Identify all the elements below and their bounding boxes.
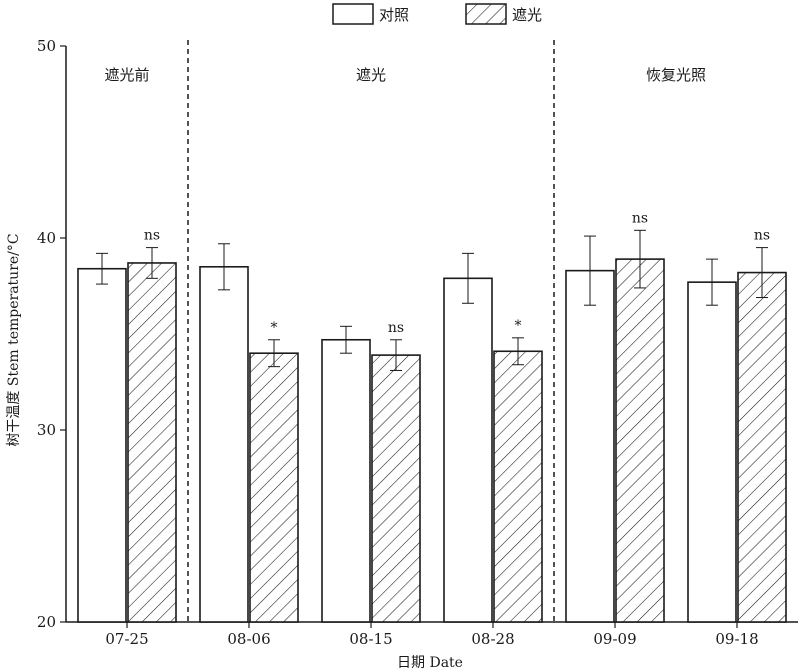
bar-control <box>565 269 615 623</box>
significance-label: ns <box>388 320 404 336</box>
period-label: 恢复光照 <box>646 66 706 84</box>
bar-control <box>321 338 371 623</box>
y-tick-label: 40 <box>37 229 56 247</box>
bar-shading <box>249 352 299 623</box>
y-axis-title: 树干温度 Stem temperature/°C <box>6 233 22 446</box>
bar-shading <box>615 258 665 623</box>
plot-area: 20 30 40 50 遮光前 遮光 恢复光照 ns 07-25 * 08-06 ns 08-15 * 08… <box>37 37 798 648</box>
period-label: 遮光 <box>356 66 386 84</box>
bar-control <box>77 267 127 623</box>
y-tick-label: 20 <box>37 613 56 631</box>
legend-label-shading: 遮光 <box>512 6 542 24</box>
bar-control <box>687 281 737 623</box>
significance-label: * <box>271 320 278 336</box>
legend-label-control: 对照 <box>379 6 409 24</box>
x-tick-label: 08-15 <box>349 630 392 648</box>
bar-control <box>443 277 493 623</box>
bar-control <box>199 265 249 623</box>
bar-shading <box>493 350 543 623</box>
significance-label: ns <box>754 228 770 244</box>
bar-shading <box>737 271 787 623</box>
bar-shading <box>371 354 421 623</box>
y-tick-label: 30 <box>37 421 56 439</box>
legend: 对照 遮光 <box>332 3 542 25</box>
significance-label: ns <box>632 210 648 226</box>
bar-shading <box>127 262 177 623</box>
significance-label: * <box>515 318 522 334</box>
period-label: 遮光前 <box>104 66 149 84</box>
x-tick-label: 08-28 <box>471 630 514 648</box>
x-axis-title: 日期 Date <box>397 655 463 671</box>
significance-label: ns <box>144 228 160 244</box>
legend-swatch-shading <box>465 3 507 25</box>
x-tick-label: 08-06 <box>227 630 270 648</box>
x-tick-label: 09-18 <box>715 630 758 648</box>
legend-swatch-control <box>332 3 374 25</box>
x-tick-label: 09-09 <box>593 630 636 648</box>
x-tick-label: 07-25 <box>105 630 148 648</box>
y-tick-label: 50 <box>37 37 56 55</box>
